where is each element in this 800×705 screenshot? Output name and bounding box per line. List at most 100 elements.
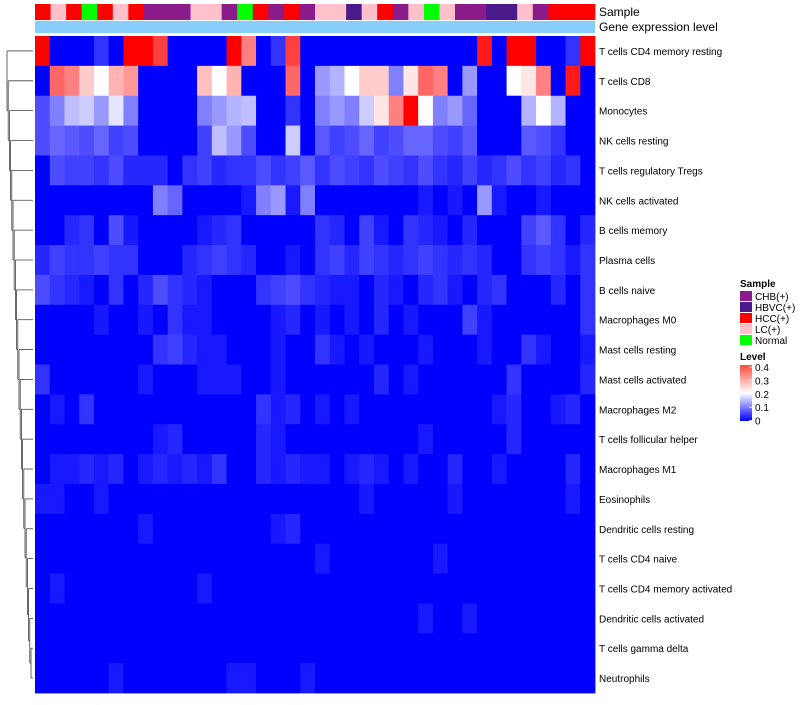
heatmap-cell: [300, 185, 316, 216]
heatmap-cell: [521, 424, 537, 455]
heatmap-cell: [359, 36, 375, 67]
heatmap-cell: [565, 155, 581, 186]
heatmap-cell: [123, 125, 139, 156]
heatmap-cell: [108, 274, 124, 306]
heatmap-cell: [197, 155, 213, 186]
heatmap-cell: [270, 334, 286, 365]
heatmap-cell: [580, 603, 596, 634]
heatmap-cell: [403, 245, 419, 276]
heatmap-cell: [359, 155, 375, 186]
heatmap-cell: [35, 543, 51, 574]
heatmap-cell: [580, 125, 596, 156]
heatmap-cell: [329, 334, 345, 365]
heatmap-cell: [138, 364, 154, 395]
heatmap-cell: [565, 245, 581, 276]
heatmap-cell: [108, 215, 124, 246]
heatmap-cell: [108, 65, 124, 97]
heatmap-cell: [211, 543, 227, 574]
annotation-label-gene-expression: Gene expression level: [599, 20, 718, 34]
heatmap-cell: [300, 304, 316, 336]
heatmap-cell: [241, 65, 257, 97]
heatmap-cell: [329, 245, 345, 276]
heatmap-cell: [167, 36, 183, 67]
heatmap-cell: [123, 215, 139, 246]
heatmap-cell: [536, 215, 552, 246]
heatmap-cell: [388, 394, 404, 425]
heatmap-cell: [211, 245, 227, 276]
heatmap-cell: [300, 155, 316, 186]
heatmap-cell: [211, 95, 227, 126]
heatmap-cell: [49, 573, 65, 604]
heatmap-cell: [108, 304, 124, 336]
sample-annotation-cell: [221, 4, 238, 20]
heatmap-cell: [491, 95, 507, 126]
heatmap-cell: [477, 274, 493, 306]
heatmap-cell: [477, 394, 493, 425]
sample-annotation-cell: [455, 4, 471, 20]
legend-swatch: [740, 291, 752, 301]
heatmap-cell: [241, 185, 257, 216]
heatmap-cell: [49, 483, 65, 515]
heatmap-cell: [167, 424, 183, 455]
heatmap-cell: [79, 603, 95, 634]
heatmap-cell: [79, 245, 95, 276]
heatmap-cell: [359, 245, 375, 276]
heatmap-cell: [285, 274, 301, 306]
heatmap-cell: [403, 573, 419, 604]
heatmap-cell: [211, 36, 227, 67]
heatmap-cell: [93, 334, 110, 365]
heatmap-cell: [462, 155, 478, 186]
heatmap-cell: [241, 424, 257, 455]
sample-annotation-cell: [50, 4, 67, 20]
heatmap-cell: [93, 185, 110, 216]
heatmap-cell: [388, 95, 404, 126]
heatmap-cell: [580, 304, 596, 336]
annotation-tracks: [35, 4, 596, 33]
heatmap-cell: [373, 185, 390, 216]
heatmap-cell: [359, 633, 375, 664]
heatmap-cell: [256, 573, 272, 604]
heatmap-cell: [536, 603, 552, 634]
heatmap-cell: [241, 573, 257, 604]
heatmap-cell: [580, 633, 596, 664]
heatmap-cell: [211, 513, 227, 545]
heatmap-cell: [329, 663, 345, 694]
heatmap-cell: [418, 245, 434, 276]
heatmap-cell: [315, 364, 331, 395]
heatmap-cells: [35, 36, 596, 694]
heatmap-cell: [152, 394, 169, 425]
heatmap-cell: [403, 394, 419, 425]
heatmap-cell: [565, 633, 581, 664]
heatmap-cell: [226, 245, 242, 276]
heatmap-cell: [152, 543, 169, 574]
heatmap-cell: [285, 543, 301, 574]
heatmap-cell: [152, 573, 169, 604]
heatmap-cell: [536, 334, 552, 365]
heatmap-cell: [373, 65, 390, 97]
heatmap-cell: [226, 215, 242, 246]
legend-item-label: CHB(+): [755, 292, 789, 303]
heatmap-cell: [550, 274, 566, 306]
heatmap-cell: [373, 543, 390, 574]
heatmap-cell: [35, 125, 51, 156]
heatmap-cell: [300, 125, 316, 156]
heatmap-cell: [447, 454, 463, 485]
heatmap-cell: [462, 573, 478, 604]
heatmap-cell: [418, 334, 434, 365]
heatmap-cell: [388, 304, 404, 336]
heatmap-cell: [49, 274, 65, 306]
heatmap-cell: [270, 245, 286, 276]
heatmap-cell: [79, 513, 95, 545]
heatmap-cell: [241, 245, 257, 276]
heatmap-cell: [403, 125, 419, 156]
heatmap-cell: [285, 95, 301, 126]
heatmap-cell: [152, 483, 169, 515]
heatmap-cell: [388, 36, 404, 67]
heatmap-cell: [226, 513, 242, 545]
heatmap-cell: [565, 603, 581, 634]
heatmap-cell: [580, 364, 596, 395]
heatmap-cell: [93, 364, 110, 395]
heatmap-cell: [108, 364, 124, 395]
heatmap-cell: [256, 334, 272, 365]
heatmap-cell: [93, 633, 110, 664]
